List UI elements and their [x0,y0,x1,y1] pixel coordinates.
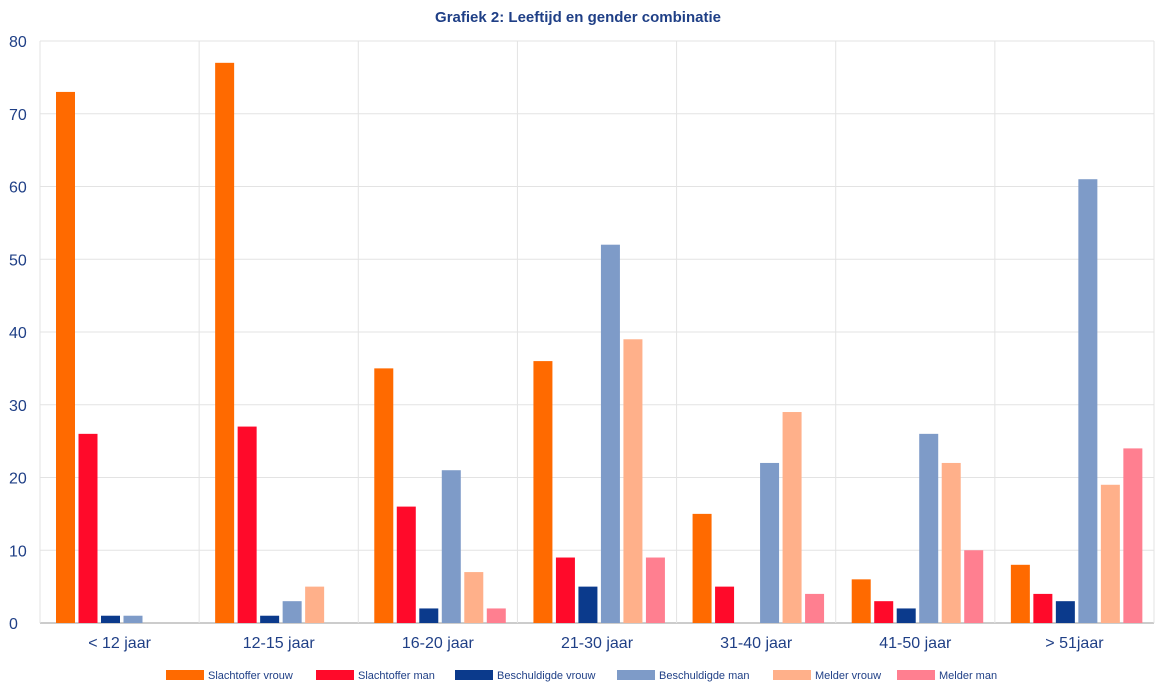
x-tick-label: 16-20 jaar [402,635,475,652]
chart-title: Grafiek 2: Leeftijd en gender combinatie [435,9,721,26]
bar-melder-man [1123,448,1143,623]
bar-melder-vrouw [1100,484,1120,623]
legend-label: Beschuldigde vrouw [497,670,596,682]
bar-beschuldigde-man [282,601,302,623]
legend-swatch [617,670,655,680]
x-axis-ticks: < 12 jaar 12-15 jaar 16-20 jaar 21-30 jaar 3… [88,635,1104,652]
bar-beschuldigde-vrouw [419,608,439,623]
bar-slachtoffer-vrouw [374,368,394,623]
y-tick-label: 50 [9,252,27,269]
bar-beschuldigde-vrouw [101,615,120,623]
legend-label: Melder man [939,670,997,682]
bar-beschuldigde-man [760,462,780,623]
bar-slachtoffer-man [78,433,98,623]
bar-beschuldigde-vrouw [1055,601,1075,623]
bar-beschuldigde-man [1078,179,1098,623]
y-axis-ticks: 0 10 20 30 40 50 60 70 80 [9,34,27,633]
x-tick-label: 21-30 jaar [561,635,634,652]
bars-layer [56,62,1143,624]
bar-slachtoffer-man [555,557,575,623]
legend-label: Melder vrouw [815,670,881,682]
bar-melder-man [964,550,984,623]
bar-beschuldigde-vrouw [260,615,280,623]
bar-melder-vrouw [305,586,325,623]
bar-melder-man [486,608,506,623]
legend-swatch [316,670,354,680]
legend-swatch [773,670,811,680]
bar-slachtoffer-man [1033,593,1053,623]
y-tick-label: 30 [9,398,27,415]
x-tick-label: 41-50 jaar [879,635,952,652]
legend-swatch [455,670,493,680]
bar-slachtoffer-vrouw [215,62,235,623]
bar-melder-vrouw [782,412,802,623]
bar-slachtoffer-man [237,426,257,623]
bar-beschuldigde-man [123,615,143,623]
y-tick-label: 70 [9,107,27,124]
bar-beschuldigde-man [919,433,939,623]
legend-label: Slachtoffer vrouw [208,670,293,682]
bar-melder-man [645,557,665,623]
y-tick-label: 80 [9,34,27,51]
y-tick-label: 60 [9,180,27,197]
bar-slachtoffer-man [874,601,894,623]
bar-melder-vrouw [941,462,961,623]
bar-slachtoffer-vrouw [1010,564,1030,623]
x-tick-label: > 51jaar [1045,635,1104,652]
legend: Slachtoffer vrouw Slachtoffer man Beschuld… [166,670,997,682]
x-tick-label: 31-40 jaar [720,635,793,652]
legend-swatch [166,670,204,680]
bar-beschuldigde-vrouw [896,608,916,623]
legend-swatch [897,670,935,680]
x-tick-label: < 12 jaar [88,635,151,652]
bar-melder-vrouw [623,339,643,623]
bar-slachtoffer-man [715,586,735,623]
y-tick-label: 20 [9,471,27,488]
y-tick-label: 10 [9,543,27,560]
y-tick-label: 0 [9,616,18,633]
bar-beschuldigde-man [441,470,461,623]
bar-melder-vrouw [464,572,484,623]
bar-slachtoffer-man [396,506,416,623]
bar-beschuldigde-man [600,244,620,623]
bar-melder-man [805,593,825,623]
legend-label: Beschuldigde man [659,670,750,682]
bar-slachtoffer-vrouw [692,513,712,623]
y-tick-label: 40 [9,325,27,342]
bar-slachtoffer-vrouw [533,361,553,623]
grid-layer [39,40,1155,624]
legend-label: Slachtoffer man [358,670,435,682]
bar-beschuldigde-vrouw [578,586,598,623]
x-tick-label: 12-15 jaar [243,635,316,652]
bar-slachtoffer-vrouw [851,579,871,623]
bar-slachtoffer-vrouw [56,91,75,624]
